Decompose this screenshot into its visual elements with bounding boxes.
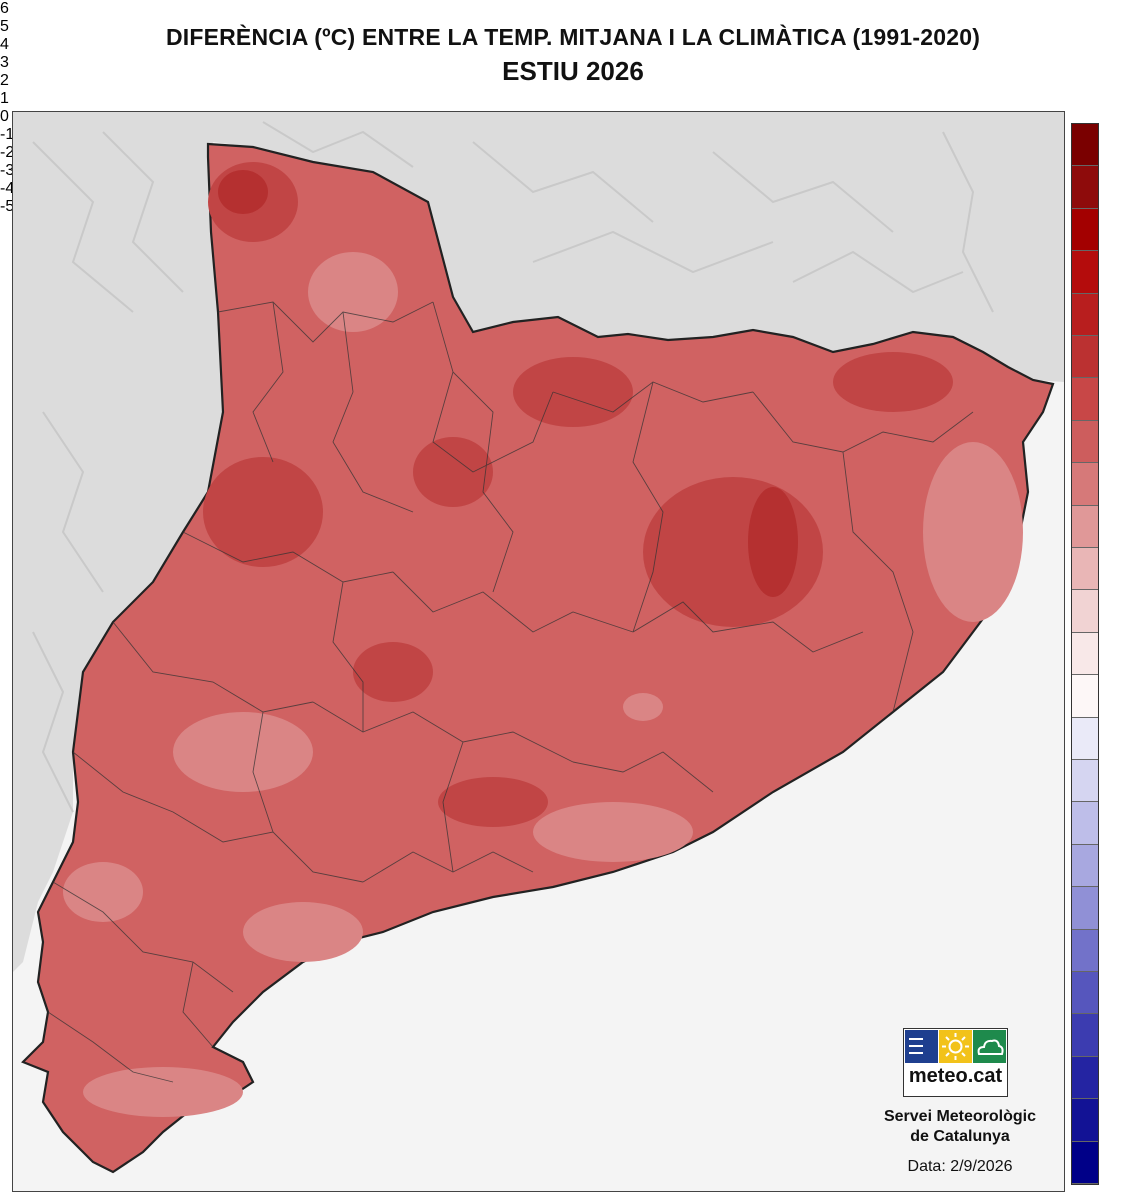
catalonia-map — [13, 112, 1064, 1174]
legend-band — [1072, 1056, 1098, 1100]
comarca-boundaries — [47, 301, 974, 1083]
anomaly-low-patches — [63, 252, 1023, 1117]
legend-band — [1072, 972, 1098, 1015]
legend-band — [1072, 1141, 1098, 1184]
legend-band — [1072, 548, 1098, 591]
legend-tick-label: 2 — [0, 72, 9, 89]
legend-band — [1072, 251, 1098, 294]
legend-tick-label: 1 — [0, 90, 9, 107]
color-scale-legend — [1071, 123, 1099, 1185]
relief-texture — [32, 121, 994, 813]
legend-tick-label: -2 — [0, 144, 15, 161]
legend-band — [1072, 632, 1098, 676]
legend-band — [1072, 293, 1098, 336]
map-subtitle: ESTIU 2026 — [502, 56, 644, 86]
legend-tick-label: -3 — [0, 162, 15, 179]
legend-tick-label: 6 — [0, 0, 9, 17]
legend-band — [1072, 166, 1098, 209]
org-name-line2: de Catalunya — [910, 1128, 1010, 1145]
legend-band — [1072, 463, 1098, 506]
legend-band — [1072, 1099, 1098, 1142]
legend-band — [1072, 1014, 1098, 1057]
legend-tick-label: -1 — [0, 126, 15, 143]
legend-band — [1072, 844, 1098, 888]
legend-tick-label: 0 — [0, 108, 9, 125]
legend-tick-label: -5 — [0, 198, 15, 215]
lines-icon — [905, 1030, 938, 1063]
legend-band — [1072, 760, 1098, 803]
legend-band — [1072, 929, 1098, 972]
legend-band — [1072, 675, 1098, 718]
map-title: DIFERÈNCIA (ºC) ENTRE LA TEMP. MITJANA I… — [165, 24, 981, 50]
legend-tick-label: 4 — [0, 36, 9, 53]
org-name-line1: Servei Meteorològic — [883, 1108, 1037, 1125]
map-area — [12, 111, 1065, 1192]
neighbour-land — [13, 112, 1064, 972]
legend-tick-label: 5 — [0, 18, 9, 35]
meteocat-logo: meteo.cat — [903, 1028, 1008, 1097]
legend-band — [1072, 378, 1098, 421]
legend-tick-label: 3 — [0, 54, 9, 71]
legend-band — [1072, 420, 1098, 464]
legend-band — [1072, 590, 1098, 633]
legend-band — [1072, 124, 1098, 167]
legend-tick-label: -4 — [0, 180, 15, 197]
legend-band — [1072, 802, 1098, 845]
anomaly-peak-patches — [218, 170, 798, 597]
legend-ticks: 6 5 4 3 2 1 0 -1 -2 -3 -4 -5 — [0, 0, 1146, 216]
legend-band — [1072, 336, 1098, 379]
logo-brand-text: meteo.cat — [908, 1065, 1003, 1087]
sun-icon — [939, 1030, 972, 1063]
cloud-icon — [973, 1030, 1006, 1063]
map-date: Data: 2/9/2026 — [907, 1158, 1013, 1175]
legend-band — [1072, 208, 1098, 252]
legend-band — [1072, 505, 1098, 548]
legend-band — [1072, 717, 1098, 760]
legend-band — [1072, 887, 1098, 930]
